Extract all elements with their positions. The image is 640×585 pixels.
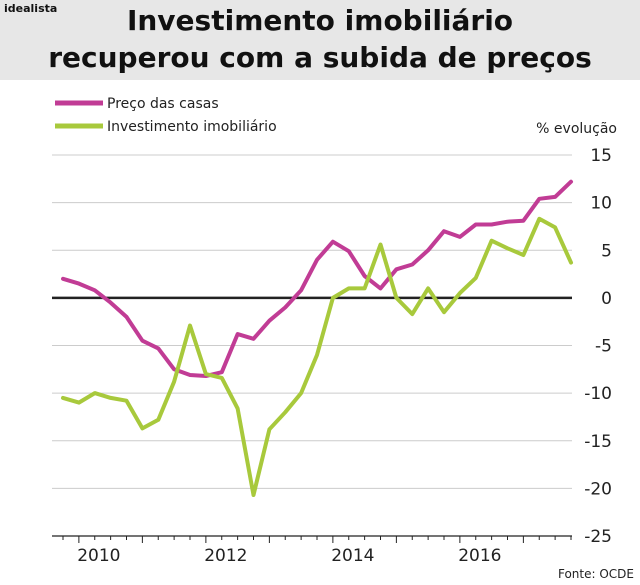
y-tick-label-5: -10 [584, 384, 612, 404]
header-banner: idealista Investimento imobiliário recup… [0, 0, 640, 80]
y-tick-label-4: -5 [595, 337, 612, 357]
y-tick-label-6: -15 [584, 432, 612, 452]
brand-logo: idealista [4, 2, 58, 15]
y-axis-ticks: 15 10 5 0 -5 -10 -15 -20 -25 [584, 146, 612, 547]
series-lines [61, 179, 573, 497]
x-tick-label-2: 2014 [331, 546, 374, 566]
series-line-0 [61, 179, 573, 378]
x-axis-ticks: 2010 2012 2014 2016 [62, 536, 572, 566]
grid-lines [52, 154, 572, 489]
legend-label-house-price: Preço das casas [107, 96, 219, 112]
legend: Preço das casas Investimento imobiliário [55, 96, 277, 135]
legend-label-investment: Investimento imobiliário [107, 119, 277, 135]
x-tick-label-0: 2010 [77, 546, 120, 566]
x-tick-label-1: 2012 [204, 546, 247, 566]
y-tick-label-8: -25 [584, 527, 612, 547]
source-note: Fonte: OCDE [558, 567, 634, 581]
series-line-1 [61, 216, 573, 497]
chart-title: Investimento imobiliário recuperou com a… [0, 2, 640, 76]
x-tick-label-3: 2016 [458, 546, 501, 566]
y-tick-label-3: 0 [601, 289, 612, 309]
chart-title-line-2: recuperou com a subida de preços [48, 41, 592, 74]
y-tick-label-7: -20 [584, 479, 612, 499]
y-axis-label: % evolução [536, 121, 617, 137]
chart-title-line-1: Investimento imobiliário [126, 4, 514, 37]
y-tick-label-0: 15 [590, 146, 612, 166]
y-tick-label-2: 5 [601, 241, 612, 261]
y-tick-label-1: 10 [590, 194, 612, 214]
